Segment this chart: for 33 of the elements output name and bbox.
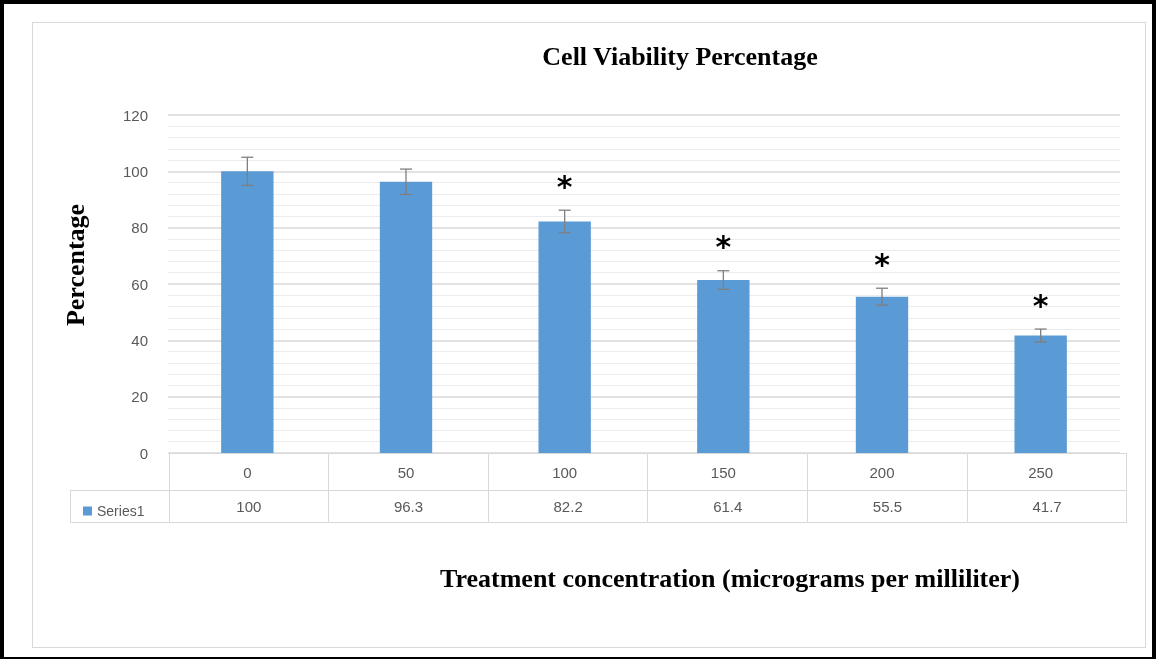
legend-label: Series1: [97, 503, 145, 519]
chart-title: Cell Viability Percentage: [542, 41, 818, 71]
annotation: *: [1032, 287, 1049, 323]
x-tick-label: 100: [552, 464, 578, 481]
x-tick-label: 50: [397, 464, 415, 481]
y-tick-label: 20: [131, 388, 148, 406]
x-tick-label: 0: [243, 464, 252, 481]
y-axis-title: Percentage: [60, 203, 90, 327]
y-tick-label: 0: [139, 444, 148, 462]
y-tick-label: 60: [131, 275, 148, 293]
data-label: 41.7: [967, 490, 1127, 523]
bar: [697, 280, 750, 453]
y-tick-label: 80: [131, 219, 148, 237]
bar: [855, 296, 909, 453]
bar: [221, 171, 274, 453]
x-tick-label: 150: [710, 464, 736, 481]
y-tick-label: 100: [122, 162, 148, 180]
data-label: 61.4: [647, 490, 808, 523]
data-label: 82.2: [488, 490, 648, 523]
bar: [538, 221, 591, 453]
y-tick-label: 40: [131, 331, 148, 349]
bar: [379, 181, 433, 453]
annotation: *: [556, 168, 573, 204]
data-label: 96.3: [328, 490, 489, 523]
bar: [1014, 335, 1067, 453]
data-label: 55.5: [807, 490, 968, 523]
annotation: *: [874, 246, 891, 282]
x-tick-label: 250: [1028, 464, 1054, 481]
data-label: 100: [169, 490, 329, 523]
x-tick-label: 200: [869, 464, 895, 481]
annotation: *: [715, 229, 732, 265]
y-tick-label: 120: [122, 106, 148, 124]
x-axis-title: Treatment concentration (micrograms per milliliter): [439, 563, 1021, 593]
